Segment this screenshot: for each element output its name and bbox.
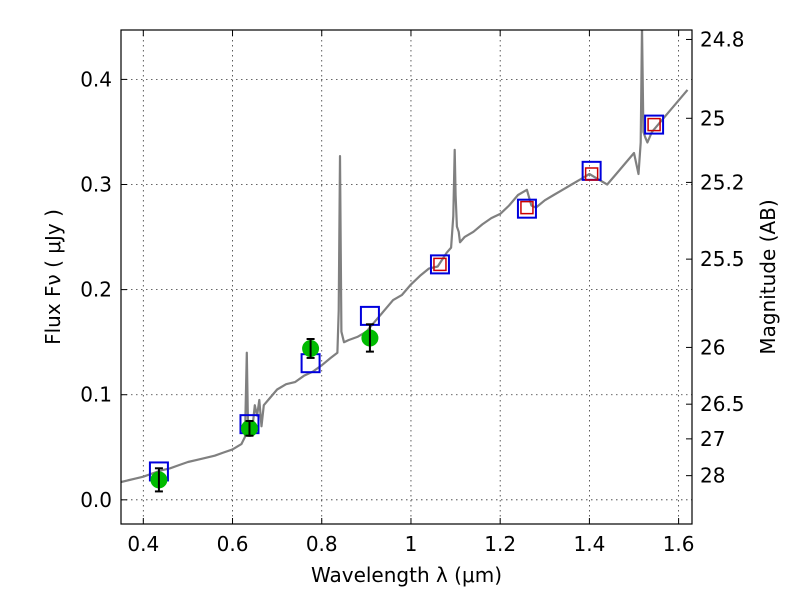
ticks: 0.4 0.6 0.8 1 1.2 1.4 1.6 0.0 0.1 0.2 0.3 0.4 24.8 25…: [80, 27, 744, 556]
x-tick-label-1: 0.6: [217, 532, 249, 556]
model-square-5: [516, 198, 537, 219]
nir-square-2: [584, 167, 599, 181]
x-tick-label-4: 1.2: [484, 532, 516, 556]
spectrum-line: [121, 30, 689, 484]
right-tick-label-4: 26: [700, 335, 725, 359]
right-tick-label-2: 25.2: [700, 170, 745, 194]
right-tick-label-5: 26.5: [700, 392, 745, 416]
right-tick-label-1: 25: [700, 106, 725, 130]
y-axis-label: Flux Fν ( μJy ): [41, 209, 65, 345]
x-tick-label-0: 0.4: [127, 532, 159, 556]
x-tick-label-3: 1: [405, 532, 418, 556]
model-square-3: [359, 305, 380, 326]
nir-square-1: [520, 200, 534, 215]
model-square-7: [644, 114, 665, 135]
y-tick-label-0: 0.0: [80, 488, 112, 512]
y-tick-label-4: 0.4: [80, 67, 112, 91]
right-tick-label-0: 24.8: [700, 27, 745, 51]
y-tick-label-2: 0.2: [80, 278, 112, 302]
x-axis-label: Wavelength λ (μm): [311, 563, 502, 587]
x-tick-label-2: 0.8: [306, 532, 338, 556]
nir-square-0: [433, 257, 447, 272]
photometry-markers: [148, 114, 665, 493]
model-square-4: [429, 254, 450, 275]
plot-area: [121, 30, 689, 493]
right-tick-label-3: 25.5: [700, 247, 745, 271]
plot-frame: [120, 29, 693, 525]
grid: [121, 30, 692, 524]
x-tick-label-6: 1.6: [663, 532, 695, 556]
right-axis-label: Magnitude (AB): [756, 199, 780, 354]
y-tick-label-1: 0.1: [80, 383, 112, 407]
right-tick-label-6: 27: [700, 427, 725, 451]
right-tick-label-7: 28: [700, 464, 725, 488]
y-tick-label-3: 0.3: [80, 173, 112, 197]
x-tick-label-5: 1.4: [573, 532, 605, 556]
nir-square-3: [647, 117, 661, 132]
